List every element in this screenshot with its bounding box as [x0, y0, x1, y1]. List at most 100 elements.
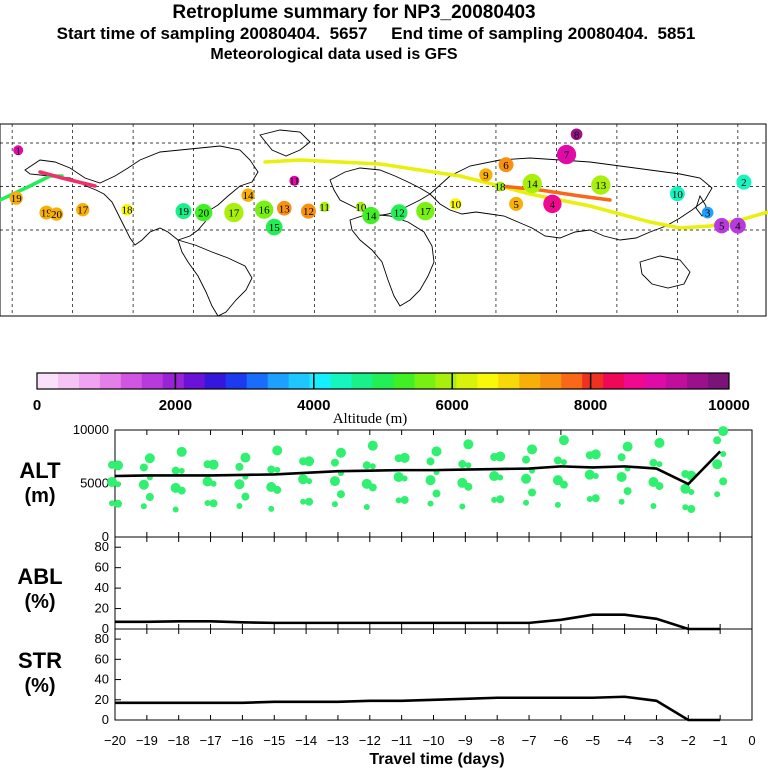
colorbar-swatch [477, 373, 499, 389]
colorbar-swatch [624, 373, 646, 389]
colorbar-swatch [330, 373, 353, 389]
colorbar-tick-label: 10000 [708, 397, 750, 414]
colorbar-tick-label: 4000 [297, 397, 330, 414]
colorbar-tick-label: 2000 [159, 397, 192, 414]
alt-label: ALT [19, 458, 61, 483]
alt-particle [656, 461, 663, 468]
alt-particle [272, 445, 283, 456]
alt-particle [145, 493, 154, 502]
alt-particle [718, 426, 729, 437]
map-point-label: 4 [550, 199, 556, 211]
map-point [9, 191, 23, 205]
x-tick-label: −5 [585, 733, 600, 748]
alt-unit: (m) [24, 485, 55, 507]
colorbar-swatch [225, 373, 248, 389]
map-point-label: 6 [503, 160, 509, 172]
alt-median-line [114, 450, 722, 486]
alt-particle [362, 461, 371, 470]
alt-particle [209, 499, 218, 508]
alt-particle [304, 456, 315, 467]
alt-particle [395, 497, 402, 504]
x-tick-label: −17 [200, 733, 222, 748]
colorbar-swatch [393, 373, 415, 389]
str-ytick-label: 20 [95, 692, 109, 707]
map-point-label: 1 [15, 145, 21, 157]
alt-particle [425, 475, 436, 486]
colorbar-tick-label: 0 [33, 397, 41, 414]
alt-particle [330, 458, 339, 467]
alt-particle [586, 496, 593, 503]
map-point-label: 8 [574, 129, 580, 141]
alt-particle [306, 478, 313, 485]
str-label: STR [18, 648, 62, 673]
map-grid [0, 124, 766, 316]
colorbar-swatch [37, 373, 59, 389]
x-tick-label: −14 [295, 733, 317, 748]
x-tick-label: −13 [327, 733, 349, 748]
alt-particle [300, 498, 307, 505]
map-point [729, 217, 746, 234]
alt-particle [528, 488, 537, 497]
colorbar-swatch [498, 373, 520, 389]
map-point [39, 205, 54, 220]
colorbar-swatch [603, 373, 625, 389]
alt-particle [491, 496, 498, 503]
str-ytick-label: 60 [95, 651, 109, 666]
map-point [254, 200, 274, 219]
str-panel: 0 20 40 60 80 [95, 628, 753, 727]
map-point-label: 13 [279, 203, 291, 215]
colorbar-swatch [99, 373, 122, 389]
colorbar-swatch [141, 373, 164, 389]
colorbar-swatch [561, 373, 583, 389]
x-tick-label: −3 [649, 733, 664, 748]
map-point-label: 17 [420, 206, 432, 218]
map-point [241, 188, 255, 202]
alt-particle [144, 453, 155, 464]
x-tick-label: −19 [136, 733, 158, 748]
alt-particle [714, 491, 721, 498]
alt-particle [208, 459, 219, 470]
alt-particle [178, 467, 185, 474]
alt-particle [719, 477, 728, 486]
alt-particle [713, 436, 722, 445]
alt-particle [457, 477, 468, 488]
alt-particle [361, 478, 372, 489]
x-axis-label: Travel time (days) [369, 751, 504, 768]
alt-particle [335, 447, 346, 458]
alt-particle [426, 457, 435, 466]
map-point-label: 2 [741, 177, 747, 189]
x-tick-label: −7 [522, 733, 537, 748]
alt-particle [463, 439, 474, 450]
abl-frame [114, 536, 753, 630]
colorbar-swatch [162, 373, 185, 389]
alt-particle [584, 469, 595, 480]
alt-particle [712, 459, 723, 470]
x-tick-label: −20 [104, 733, 126, 748]
alt-particle [720, 450, 727, 457]
alt-particle [331, 501, 338, 508]
abl-unit: (%) [24, 591, 55, 613]
alt-particle [495, 451, 506, 462]
abl-median-line [115, 613, 721, 631]
alt-particle [115, 481, 121, 488]
alt-particle [522, 455, 531, 464]
alt-particle [654, 437, 665, 448]
altitude-colorbar: 0 2000 4000 6000 8000 10000 [33, 372, 750, 414]
map-point [76, 203, 90, 217]
map-point-label: 11 [319, 202, 330, 214]
map-point [49, 207, 64, 221]
alt-particle [617, 453, 626, 462]
alt-panel: 0 5000 10000 [73, 422, 753, 544]
alt-particle [336, 490, 345, 499]
abl-ytick-label: 40 [95, 580, 109, 595]
alt-particle [170, 482, 181, 493]
str-ytick-label: 80 [95, 631, 109, 646]
alt-particle [176, 446, 187, 457]
map-point [556, 144, 577, 165]
alt-particle [393, 471, 404, 482]
map-point-label: 19 [41, 208, 53, 220]
map-point [570, 128, 583, 141]
colorbar-swatch [246, 373, 269, 389]
